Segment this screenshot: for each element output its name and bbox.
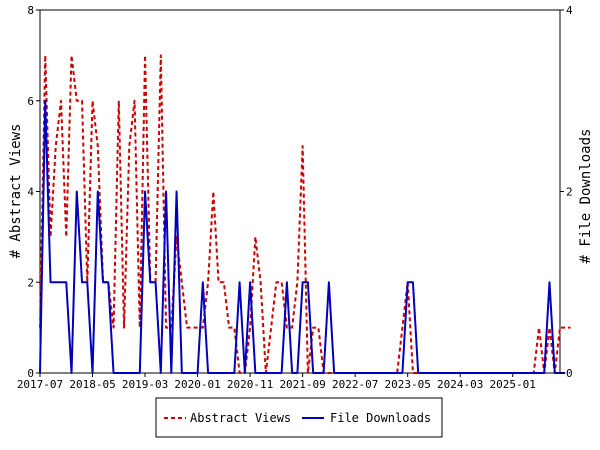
left-axis: 0 2 4 6 8 (27, 4, 40, 380)
right-tick-label: 0 (566, 367, 573, 380)
legend-box (155, 397, 443, 438)
left-tick-label: 0 (27, 367, 34, 380)
x-tick-label: 2025-01 (490, 378, 536, 391)
right-tick-label: 2 (566, 186, 573, 199)
x-tick-label: 2020-11 (227, 378, 273, 391)
left-tick-label: 8 (27, 4, 34, 17)
x-tick-label: 2019-03 (122, 378, 168, 391)
series-line-abstract-views (39, 54, 571, 374)
x-tick-label: 2018-05 (69, 378, 115, 391)
left-tick-label: 4 (27, 186, 34, 199)
series-line-file-downloads (39, 99, 566, 374)
left-tick-label: 2 (27, 276, 34, 289)
legend-label-abstract-views: Abstract Views (190, 411, 291, 425)
right-axis: 0 2 4 (560, 4, 573, 380)
right-tick-label: 4 (566, 4, 573, 17)
x-tick-label: 2021-09 (279, 378, 325, 391)
legend-label-file-downloads: File Downloads (330, 411, 431, 425)
x-tick-label: 2023-05 (384, 378, 430, 391)
legend: Abstract Views File Downloads (155, 397, 443, 438)
series-layer (39, 54, 571, 374)
left-axis-title: # Abstract Views (8, 124, 24, 259)
left-tick-label: 6 (27, 95, 34, 108)
x-tick-label: 2020-01 (174, 378, 220, 391)
x-axis: 2017-07 2018-05 2019-03 2020-01 2020-11 2021-… (17, 373, 536, 391)
x-tick-label: 2022-07 (332, 378, 378, 391)
x-tick-label: 2017-07 (17, 378, 63, 391)
right-axis-title: # File Downloads (578, 129, 594, 264)
x-tick-label: 2024-03 (437, 378, 483, 391)
